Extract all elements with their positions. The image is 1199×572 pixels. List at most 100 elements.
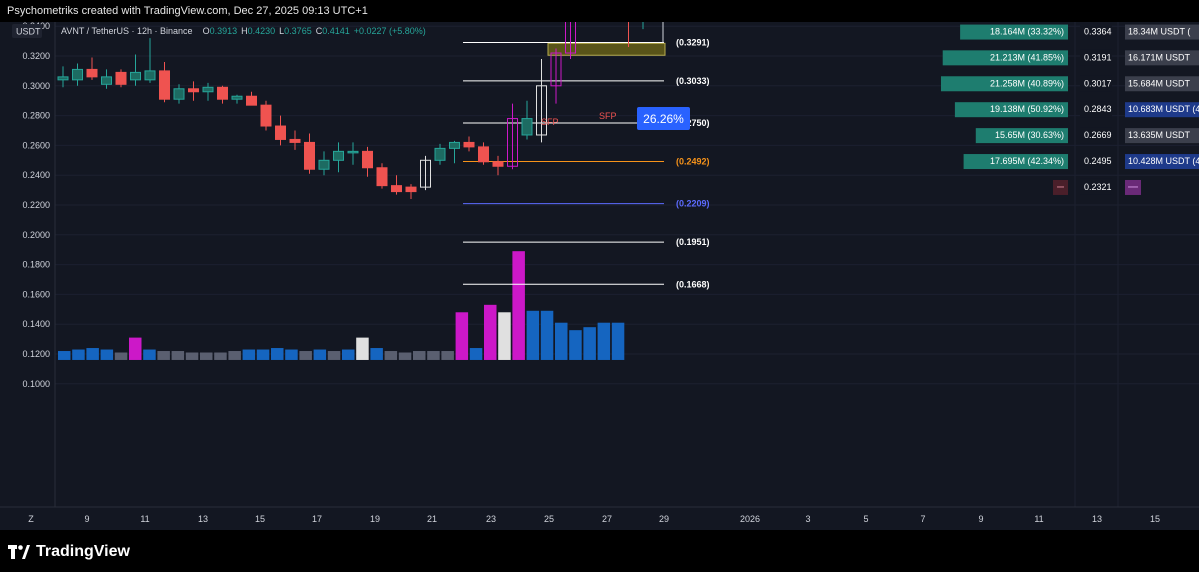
candle-body (202, 86, 214, 93)
book-left-label: 21.213M (41.85%) (990, 52, 1064, 62)
book-right-label: 15.684M USDT (1128, 78, 1191, 88)
volume-bar (143, 349, 156, 360)
book-price-bg (1080, 49, 1112, 66)
book-price-bg (1080, 153, 1112, 170)
candle-body (550, 52, 562, 87)
volume-bar (484, 304, 497, 360)
candle-body (507, 118, 518, 167)
book-price-label: 0.3017 (1084, 78, 1112, 88)
sfp-label-1: SFP (541, 117, 559, 127)
fib-label: (0.1668) (676, 279, 710, 289)
book-left-label: 21.258M (40.89%) (990, 78, 1064, 88)
fib-levels: (0.3807)(0.3549)(0.3291)(0.3033)(0.2750)… (463, 22, 710, 289)
footer: TradingView (0, 530, 1199, 572)
x-tick-label: 19 (370, 514, 380, 524)
ohlc-value-H: 0.4230 (248, 26, 276, 36)
tradingview-logo[interactable]: TradingView (8, 541, 130, 563)
volume-bar (228, 351, 241, 360)
y-tick-label: 0.2800 (22, 111, 50, 121)
book-left-label: 18.164M (33.32%) (990, 27, 1064, 37)
x-axis[interactable]: Z 9 11 13 15 17 19 21 23 25 27 29 2026 3 5 7 9 11 13 15 (0, 506, 1199, 530)
volume-bar (356, 337, 369, 360)
candle-body (565, 22, 576, 54)
candle-body (536, 85, 547, 136)
fib-label: (0.3291) (676, 37, 710, 47)
candle-body (304, 141, 315, 170)
fib-label: (0.2492) (676, 156, 710, 166)
chart-area[interactable]: 0.4783 (0.3807)(0.3549)(0.3291)(0.3033)(… (0, 22, 1199, 530)
book-left-label: 15.65M (30.63%) (995, 130, 1064, 140)
candle-body (521, 118, 533, 136)
x-tick-label: 3 (805, 514, 810, 524)
volume-bar (185, 352, 199, 360)
candle-body (72, 68, 83, 81)
book-left-bar (940, 76, 1068, 92)
symbol-name: AVNT / TetherUS · 12h · Binance (61, 26, 193, 36)
book-price-bg (1080, 23, 1112, 40)
x-tick-label: 11 (1034, 514, 1043, 524)
candle-body (478, 146, 489, 163)
candle-body (289, 138, 301, 143)
volume-bar (469, 348, 483, 360)
book-price-bg (1080, 75, 1112, 92)
book-left-label: 17.695M (42.34%) (990, 156, 1064, 166)
candle-body (492, 161, 504, 167)
x-tick-label: 15 (255, 514, 265, 524)
candle-body (86, 68, 98, 78)
demand-zone (547, 42, 666, 56)
volume-bar (455, 312, 469, 360)
book-right-label: 10.683M USDT (4.39 (1128, 104, 1199, 114)
book-price-bg (1080, 178, 1112, 195)
y-tick-label: 0.2600 (22, 140, 50, 150)
ohlc-key-O: O (203, 26, 210, 36)
volume-bar (327, 351, 341, 360)
ohlc-key-C: C (316, 26, 323, 36)
book-price-label: 0.2495 (1084, 156, 1112, 166)
candle-body (318, 159, 330, 170)
book-left-bar (960, 24, 1068, 40)
y-tick-label: 0.2200 (22, 200, 50, 210)
volume-bar (86, 348, 99, 360)
volume-bar (427, 351, 440, 360)
price-chart[interactable]: 0.4783 (0.3807)(0.3549)(0.3291)(0.3033)(… (0, 22, 1199, 530)
volume-bar (114, 352, 128, 360)
candle-body (101, 76, 112, 85)
candle-body (347, 150, 359, 154)
book-right-label: 18.34M USDT ( (1128, 27, 1190, 37)
book-right-bar (1125, 76, 1199, 92)
candle-body (144, 70, 156, 81)
volume-bar (526, 310, 540, 360)
x-tick-label: 23 (486, 514, 496, 524)
candle-body (376, 167, 388, 187)
symbol-title: AVNT / TetherUS · 12h · Binance O0.3913 H0… (61, 26, 426, 36)
book-left-label: 19.138M (50.92%) (990, 104, 1064, 114)
ohlc-key-L: L (279, 26, 284, 36)
x-tick-label: 9 (978, 514, 983, 524)
candle-body (391, 185, 402, 193)
book-price-label: 0.3191 (1084, 52, 1112, 62)
zones: 0.4783 (547, 42, 666, 56)
volume-bars (58, 251, 625, 360)
gain-badge-text: 26.26% (643, 112, 684, 126)
candle-body (463, 141, 475, 148)
sfp-label-2: SFP (599, 111, 617, 121)
candles (57, 22, 644, 200)
volume-bar (611, 322, 625, 360)
x-tick-label: 11 (140, 514, 149, 524)
volume-bar (171, 351, 185, 360)
currency-badge-bg (12, 24, 42, 38)
volume-bar (384, 351, 398, 360)
candle-body (115, 71, 127, 85)
ohlc-value-L: 0.3765 (284, 26, 312, 36)
y-tick-label: 0.3000 (22, 81, 50, 91)
x-tick-label: 29 (659, 514, 669, 524)
tradingview-logo-icon (8, 545, 30, 559)
book-price-bg (1080, 101, 1112, 118)
volume-bar (285, 349, 298, 360)
brand-name: TradingView (36, 543, 130, 560)
x-tick-label: 13 (1092, 514, 1102, 524)
y-axis-panel[interactable] (0, 22, 55, 530)
volume-bar (100, 349, 114, 360)
currency-badge: USDT (16, 27, 41, 37)
fib-label: (0.1951) (676, 237, 710, 247)
